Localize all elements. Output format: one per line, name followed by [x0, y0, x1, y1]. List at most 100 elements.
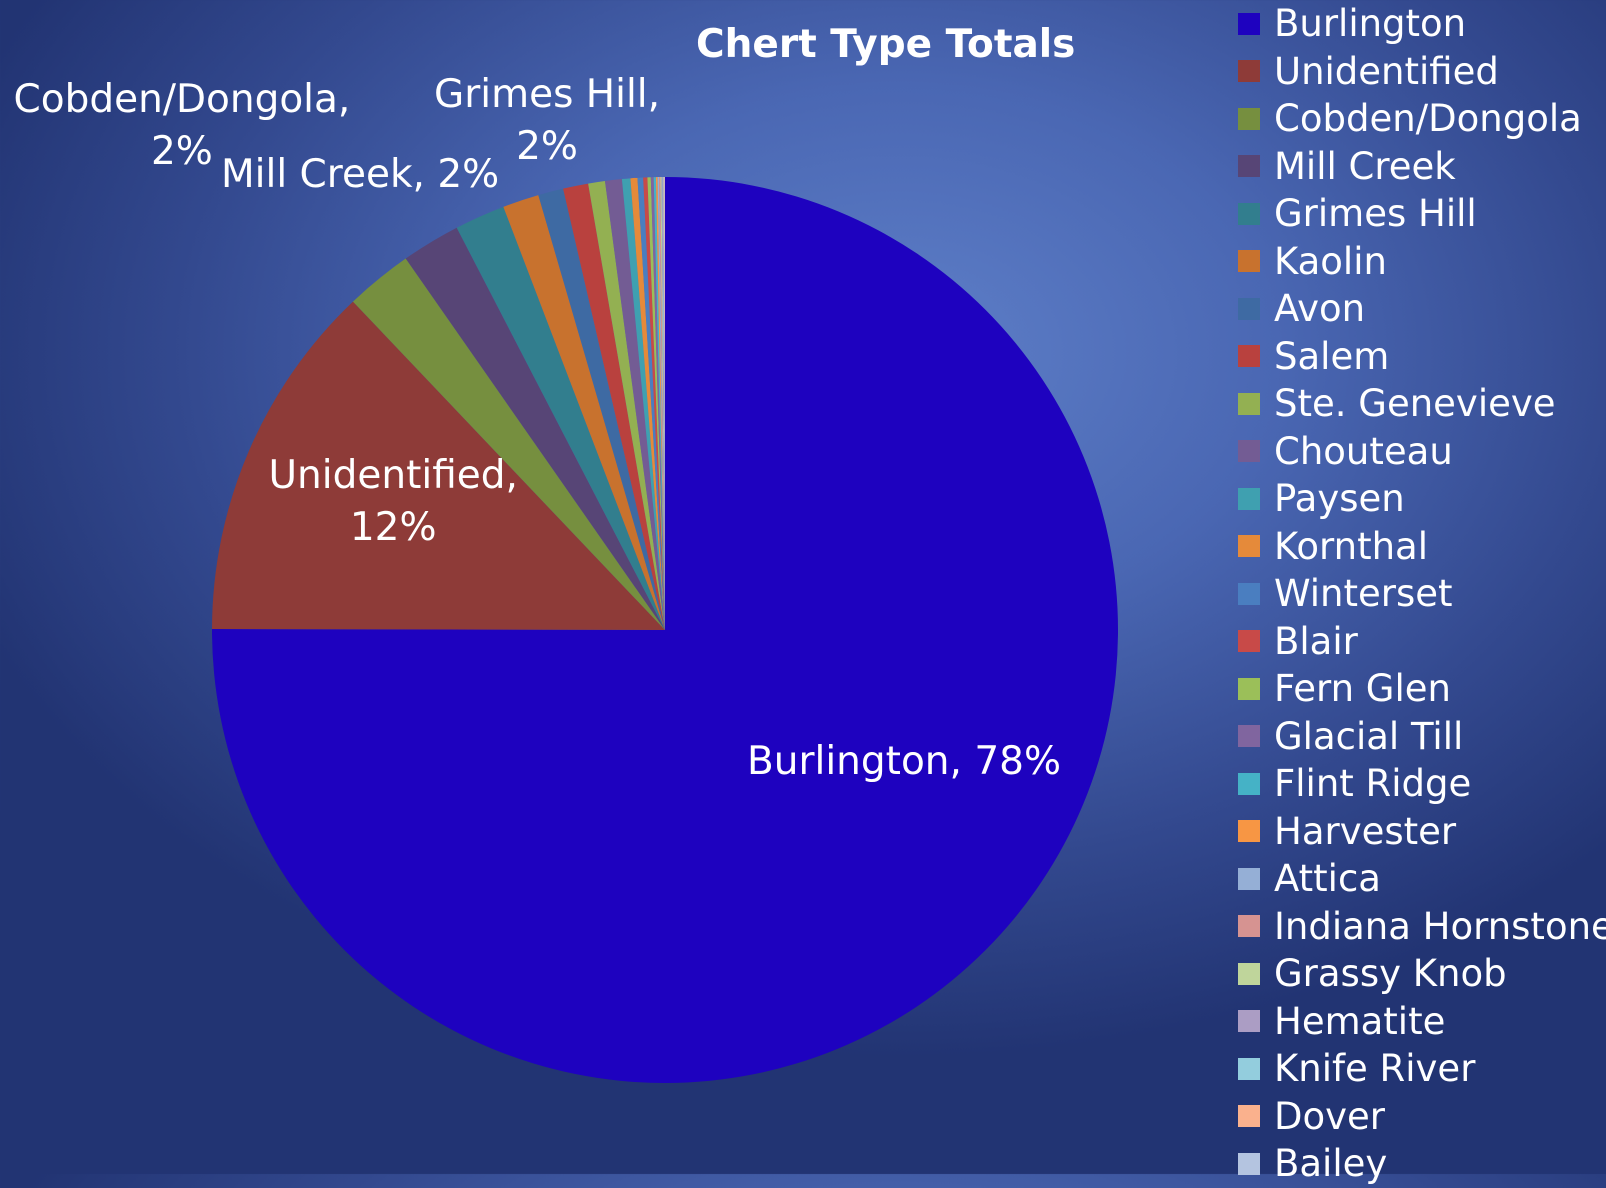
data-label-burlington: Burlington, 78% — [747, 739, 1061, 784]
legend-swatch — [1238, 345, 1260, 368]
legend-item-glacial-till: Glacial Till — [1238, 713, 1606, 761]
legend-item-hematite: Hematite — [1238, 998, 1606, 1046]
legend-label: Knife River — [1274, 1047, 1476, 1091]
pie-slice-chouteau — [604, 179, 665, 630]
legend-label: Hematite — [1274, 999, 1446, 1043]
legend-swatch — [1238, 392, 1260, 415]
pie-slice-indiana-hornstone — [659, 177, 665, 630]
legend-item-ste-genevieve: Ste. Genevieve — [1238, 380, 1606, 428]
legend-label: Cobden/Dongola — [1274, 97, 1582, 141]
legend-swatch — [1238, 582, 1260, 605]
legend-swatch — [1238, 1152, 1260, 1175]
legend-label: Fern Glen — [1274, 667, 1451, 711]
legend-label: Kaolin — [1274, 239, 1387, 283]
chart-title: Chert Type Totals — [696, 22, 1076, 67]
legend-swatch — [1238, 1057, 1260, 1080]
legend-item-bailey: Bailey — [1238, 1140, 1606, 1188]
legend-swatch — [1238, 677, 1260, 700]
pie-slice-winterset — [637, 177, 665, 630]
legend-swatch — [1238, 487, 1260, 510]
legend-swatch — [1238, 1105, 1260, 1128]
legend-label: Kornthal — [1274, 524, 1428, 568]
legend-swatch — [1238, 867, 1260, 890]
legend-swatch — [1238, 60, 1260, 83]
pie-slice-grassy-knob — [660, 177, 665, 630]
pie-slice-ste-genevieve — [588, 181, 665, 630]
data-label-mill-creek: Mill Creek, 2% — [221, 152, 500, 197]
legend-item-mill-creek: Mill Creek — [1238, 143, 1606, 191]
legend-item-attica: Attica — [1238, 855, 1606, 903]
legend-item-paysen: Paysen — [1238, 475, 1606, 523]
legend-swatch — [1238, 630, 1260, 653]
pie-slice-attica — [657, 177, 665, 631]
legend-label: Indiana Hornstone — [1274, 904, 1606, 948]
legend-label: Burlington — [1274, 2, 1467, 46]
legend-item-indiana-hornstone: Indiana Hornstone — [1238, 903, 1606, 951]
legend-item-blair: Blair — [1238, 618, 1606, 666]
legend-label: Harvester — [1274, 809, 1457, 853]
legend-swatch — [1238, 535, 1260, 558]
pie-slice-kaolin — [503, 195, 665, 630]
data-label-unidentified: Unidentified, 12% — [268, 453, 518, 550]
legend-label: Blair — [1274, 619, 1358, 663]
legend-label: Bailey — [1274, 1142, 1388, 1186]
pie-slice-glacial-till — [650, 177, 665, 630]
legend-swatch — [1238, 915, 1260, 938]
legend-item-dover: Dover — [1238, 1093, 1606, 1141]
legend-label: Mill Creek — [1274, 144, 1456, 188]
legend-swatch — [1238, 297, 1260, 320]
pie-slice-bailey — [664, 176, 665, 631]
pie-slice-cobden-dongola — [352, 258, 665, 630]
legend-label: Dover — [1274, 1094, 1385, 1138]
legend-label: Grassy Knob — [1274, 952, 1507, 996]
data-label-grimes-hill: Grimes Hill, 2% — [434, 72, 661, 169]
legend-item-avon: Avon — [1238, 285, 1606, 333]
legend-item-harvester: Harvester — [1238, 808, 1606, 856]
pie-slice-knife-river — [662, 177, 665, 630]
pie-slice-kornthal — [630, 177, 665, 630]
pie-slice-mill-creek — [405, 227, 665, 630]
legend-swatch — [1238, 1010, 1260, 1033]
legend-swatch — [1238, 772, 1260, 795]
legend: Burlington Unidentified Cobden/Dongola Mill… — [1238, 0, 1606, 1188]
legend-label: Glacial Till — [1274, 714, 1464, 758]
legend-item-grimes-hill: Grimes Hill — [1238, 190, 1606, 238]
pie-slice-paysen — [621, 178, 665, 630]
legend-label: Unidentified — [1274, 49, 1499, 93]
legend-label: Avon — [1274, 287, 1366, 331]
legend-swatch — [1238, 820, 1260, 843]
legend-label: Attica — [1274, 857, 1381, 901]
pie-slice-grimes-hill — [456, 206, 665, 630]
legend-label: Ste. Genevieve — [1274, 382, 1556, 426]
legend-item-burlington: Burlington — [1238, 0, 1606, 48]
data-label-cobden-dongola: Cobden/Dongola, 2% — [13, 77, 351, 174]
legend-swatch — [1238, 962, 1260, 985]
legend-label: Flint Ridge — [1274, 762, 1472, 806]
legend-item-fern-glen: Fern Glen — [1238, 665, 1606, 713]
pie-slice-blair — [643, 177, 665, 630]
pie-slice-flint-ridge — [653, 177, 665, 630]
legend-label: Chouteau — [1274, 429, 1453, 473]
legend-swatch — [1238, 725, 1260, 748]
pie-slice-dover — [663, 176, 665, 630]
pie-slice-avon — [538, 188, 665, 630]
legend-item-kaolin: Kaolin — [1238, 238, 1606, 286]
legend-swatch — [1238, 12, 1260, 35]
pie-slice-harvester — [655, 177, 665, 630]
legend-swatch — [1238, 202, 1260, 225]
legend-item-knife-river: Knife River — [1238, 1045, 1606, 1093]
pie-slice-salem — [563, 183, 665, 630]
legend-label: Grimes Hill — [1274, 192, 1477, 236]
pie-slice-burlington — [211, 177, 1118, 1084]
legend-label: Winterset — [1274, 572, 1453, 616]
legend-item-unidentified: Unidentified — [1238, 48, 1606, 96]
legend-item-salem: Salem — [1238, 333, 1606, 381]
pie-slice-hematite — [661, 177, 665, 630]
pie-slice-unidentified — [212, 301, 665, 630]
legend-swatch — [1238, 107, 1260, 130]
legend-swatch — [1238, 155, 1260, 178]
legend-label: Salem — [1274, 334, 1390, 378]
legend-item-flint-ridge: Flint Ridge — [1238, 760, 1606, 808]
legend-item-winterset: Winterset — [1238, 570, 1606, 618]
